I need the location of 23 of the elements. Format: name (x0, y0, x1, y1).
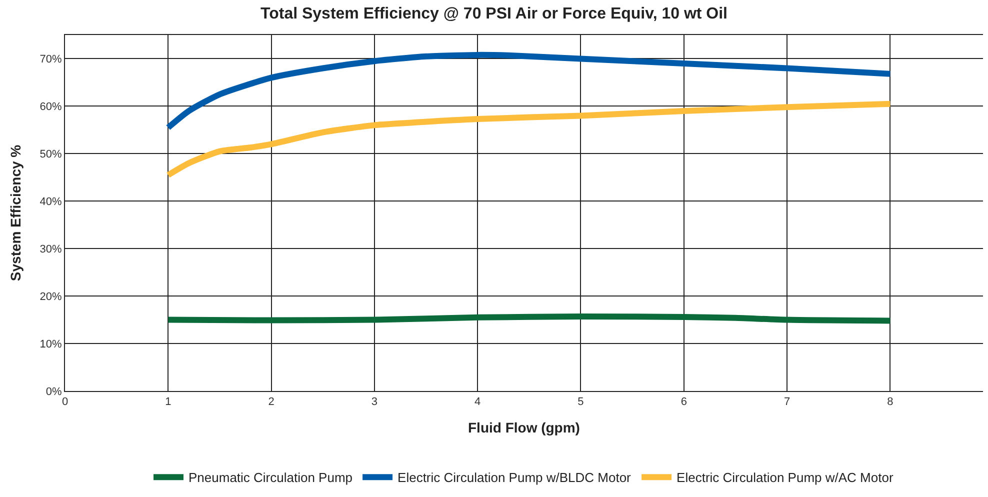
y-tick-label: 10% (40, 338, 62, 350)
x-tick-label: 6 (680, 396, 687, 408)
y-tick-label: 40% (40, 196, 62, 208)
x-tick-label: 3 (371, 396, 378, 408)
y-axis-title: System Efficiency % (7, 144, 24, 282)
x-tick-label: 2 (268, 396, 274, 408)
y-tick-label: 60% (40, 101, 62, 114)
legend-label: Electric Circulation Pump w/AC Motor (676, 470, 894, 486)
chart-title: Total System Efficiency @ 70 PSI Air or Force Equiv, 10 wt Oil (260, 6, 728, 23)
x-tick-label: 5 (578, 396, 584, 408)
x-tick-label: 7 (784, 396, 790, 408)
y-tick-label: 30% (40, 243, 62, 256)
y-tick-label: 20% (40, 290, 62, 303)
y-tick-label: 50% (40, 148, 62, 161)
x-tick-label: 0 (62, 396, 68, 408)
x-tick-label: 4 (474, 396, 481, 408)
legend-label: Pneumatic Circulation Pump (188, 470, 353, 486)
x-axis-title: Fluid Flow (gpm) (468, 420, 580, 436)
y-tick-label: 70% (40, 54, 62, 66)
x-tick-label: 8 (887, 396, 894, 408)
y-tick-label: 0% (46, 386, 62, 398)
x-tick-label: 1 (165, 396, 172, 408)
legend-label: Electric Circulation Pump w/BLDC Motor (398, 470, 632, 486)
